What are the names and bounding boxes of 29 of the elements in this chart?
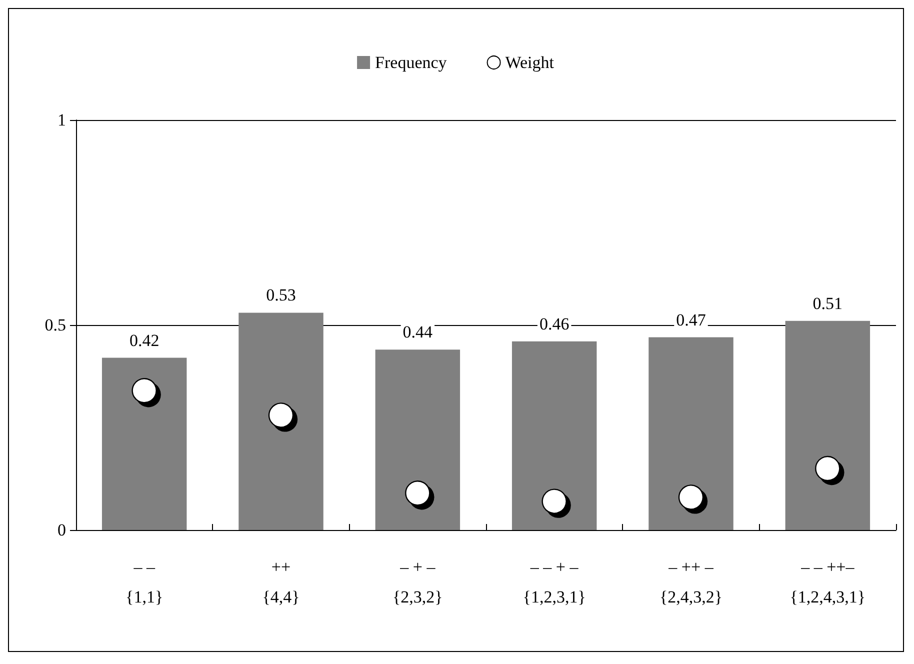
point: [542, 488, 567, 514]
bar: [648, 337, 734, 530]
data-label: 0.42: [129, 330, 160, 350]
data-label: 0.47: [676, 310, 706, 330]
bar: [102, 358, 187, 530]
bar: [375, 350, 460, 530]
legend-label: Weight: [505, 53, 554, 72]
point: [815, 456, 840, 482]
x-tick-label: – – {1,1}: [126, 558, 164, 606]
data-label: 0.44: [402, 322, 434, 342]
data-label: 0.51: [812, 294, 843, 313]
point: [132, 378, 157, 404]
point: [268, 402, 294, 428]
y-tick-label: 0.5: [44, 316, 66, 334]
y-tick-label: 1: [58, 110, 66, 130]
bar: [785, 320, 870, 530]
point: [405, 480, 430, 506]
legend-label: Frequency: [375, 53, 448, 72]
y-tick-label: 0: [58, 520, 66, 540]
x-tick-label: – + – {2,3,2}: [392, 558, 443, 606]
point: [678, 484, 704, 510]
x-tick-label: – – + – {1,2,3,1}: [522, 558, 586, 606]
x-tick-label: – – ++– {1,2,4,3,1}: [790, 558, 866, 606]
x-tick-label: ++ {4,4}: [262, 558, 300, 606]
data-label: 0.46: [539, 314, 570, 334]
x-tick-label: – ++ – {2,4,3,2}: [659, 558, 723, 606]
bar: [238, 312, 324, 530]
data-label: 0.53: [266, 286, 296, 305]
bar: [512, 341, 597, 530]
